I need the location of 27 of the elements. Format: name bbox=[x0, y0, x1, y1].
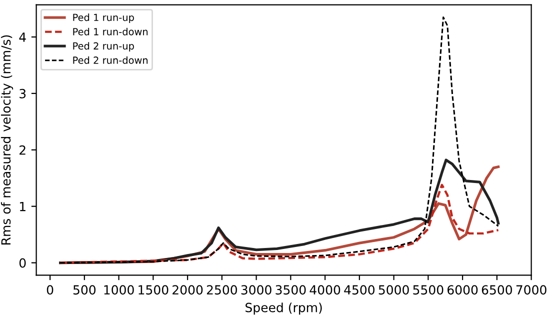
y-tick-label: 1 bbox=[20, 202, 26, 212]
legend-label: Ped 1 run-up bbox=[73, 14, 134, 23]
legend-label: Ped 1 run-down bbox=[73, 28, 148, 36]
x-tick-label: 1000 bbox=[104, 285, 134, 295]
x-tick-label: 1500 bbox=[138, 285, 168, 295]
legend-label: Ped 2 run-up bbox=[73, 42, 134, 52]
x-tick-label: 6500 bbox=[482, 285, 512, 295]
y-tick-label: 0 bbox=[19, 258, 26, 268]
x-tick-label: 5000 bbox=[378, 285, 409, 295]
x-tick-label: 3000 bbox=[241, 285, 272, 295]
line-series bbox=[59, 184, 500, 264]
y-tick-label: 3 bbox=[20, 88, 26, 98]
x-tick-label: 4500 bbox=[344, 285, 374, 295]
x-tick-label: 500 bbox=[73, 285, 96, 295]
x-tick-label: 4000 bbox=[310, 285, 340, 295]
legend-label: Ped 2 run-down bbox=[73, 56, 148, 64]
x-tick-label: 5500 bbox=[413, 285, 444, 295]
y-axis-title: Rms of measured velocity (mm/s) bbox=[0, 35, 14, 244]
x-tick-label: 0 bbox=[46, 285, 54, 295]
x-tick-label: 6000 bbox=[448, 285, 478, 295]
x-tick-label: 2000 bbox=[172, 285, 203, 295]
x-tick-label: 2500 bbox=[206, 285, 237, 295]
x-tick-label: 7000 bbox=[516, 285, 546, 295]
x-axis-title: Speed (rpm) bbox=[246, 302, 322, 315]
y-tick-label: 4 bbox=[19, 32, 26, 42]
y-tick-label: 2 bbox=[20, 145, 26, 155]
x-tick-label: 3500 bbox=[276, 285, 306, 295]
